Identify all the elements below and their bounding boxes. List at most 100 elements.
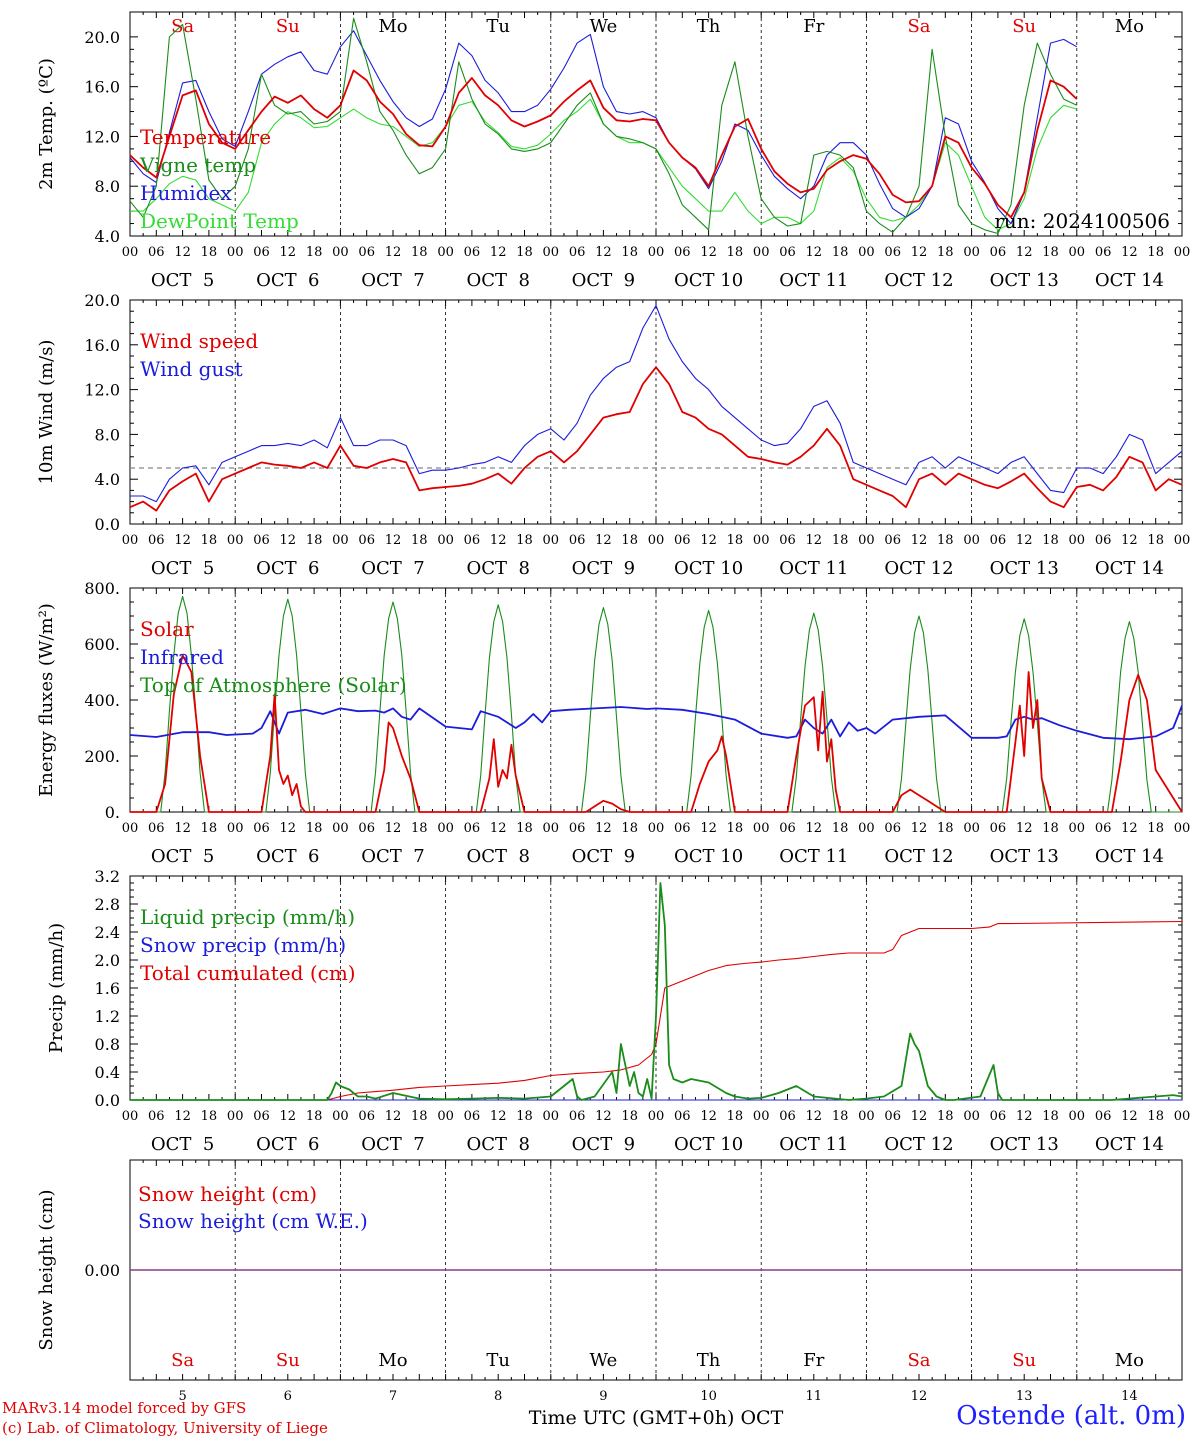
y-tick-label: 4.0 bbox=[95, 470, 120, 489]
x-hour-label: 06 bbox=[358, 821, 375, 836]
x-date-label: OCT 6 bbox=[256, 846, 319, 867]
x-hour-label: 00 bbox=[437, 1109, 454, 1124]
day-name-label: Fr bbox=[803, 16, 824, 37]
x-hour-label: 00 bbox=[332, 533, 349, 548]
x-hour-label: 06 bbox=[990, 821, 1007, 836]
x-hour-label: 12 bbox=[174, 533, 191, 548]
x-hour-label: 00 bbox=[753, 821, 770, 836]
x-hour-label: 18 bbox=[201, 533, 218, 548]
series-line-vigne-temp bbox=[129, 17, 1078, 235]
station-name: Ostende (alt. 0m) bbox=[956, 1401, 1186, 1431]
y-tick-label: 0. bbox=[105, 803, 120, 822]
x-hour-label: 06 bbox=[779, 1109, 796, 1124]
x-hour-label: 00 bbox=[963, 245, 980, 260]
run-annotation: run: 2024100506 bbox=[994, 209, 1170, 233]
x-hour-label: 06 bbox=[148, 1109, 165, 1124]
x-hour-label: 06 bbox=[358, 533, 375, 548]
day-number-label: 7 bbox=[389, 1389, 397, 1404]
y-axis-label: 2m Temp. (ºC) bbox=[36, 58, 57, 190]
x-hour-label: 12 bbox=[595, 533, 612, 548]
x-hour-label: 06 bbox=[990, 1109, 1007, 1124]
x-hour-label: 00 bbox=[437, 821, 454, 836]
x-hour-label: 06 bbox=[884, 821, 901, 836]
x-hour-label: 18 bbox=[1147, 533, 1164, 548]
x-date-label: OCT 9 bbox=[572, 270, 635, 291]
x-hour-label: 18 bbox=[516, 821, 533, 836]
y-tick-label: 8.0 bbox=[95, 425, 120, 444]
x-hour-label: 06 bbox=[358, 1109, 375, 1124]
day-number-label: 12 bbox=[911, 1389, 928, 1404]
x-hour-label: 00 bbox=[648, 1109, 665, 1124]
x-hour-label: 12 bbox=[1016, 533, 1033, 548]
x-hour-label: 06 bbox=[464, 821, 481, 836]
day-name-label: Mo bbox=[1115, 1350, 1144, 1371]
x-hour-label: 12 bbox=[385, 821, 402, 836]
x-hour-label: 12 bbox=[1016, 821, 1033, 836]
x-hour-label: 00 bbox=[648, 533, 665, 548]
x-hour-label: 00 bbox=[1174, 821, 1191, 836]
x-hour-label: 06 bbox=[884, 245, 901, 260]
y-axis-label: Snow height (cm) bbox=[36, 1189, 57, 1350]
x-date-label: OCT 13 bbox=[990, 270, 1059, 291]
x-hour-label: 12 bbox=[174, 1109, 191, 1124]
x-hour-label: 06 bbox=[253, 1109, 270, 1124]
x-hour-label: 06 bbox=[253, 245, 270, 260]
x-hour-label: 18 bbox=[306, 1109, 323, 1124]
x-hour-label: 00 bbox=[1069, 245, 1086, 260]
x-hour-label: 06 bbox=[464, 245, 481, 260]
x-date-label: OCT 9 bbox=[572, 1134, 635, 1155]
x-hour-label: 00 bbox=[963, 1109, 980, 1124]
y-tick-label: 20.0 bbox=[84, 28, 120, 47]
y-tick-label: 2.8 bbox=[95, 895, 120, 914]
legend-entry: Liquid precip (mm/h) bbox=[140, 905, 355, 929]
y-tick-label: 0.8 bbox=[95, 1035, 120, 1054]
x-hour-label: 12 bbox=[595, 245, 612, 260]
legend-entry: Total cumulated (cm) bbox=[140, 961, 356, 985]
x-hour-label: 00 bbox=[858, 821, 875, 836]
plot-frame bbox=[129, 11, 1183, 237]
x-hour-label: 00 bbox=[858, 245, 875, 260]
x-hour-label: 18 bbox=[937, 533, 954, 548]
x-hour-label: 00 bbox=[1174, 245, 1191, 260]
x-hour-label: 00 bbox=[648, 245, 665, 260]
x-hour-label: 12 bbox=[1016, 245, 1033, 260]
series-line-wind-speed bbox=[129, 366, 1183, 512]
x-hour-label: 06 bbox=[779, 821, 796, 836]
x-hour-label: 06 bbox=[253, 533, 270, 548]
x-date-label: OCT 14 bbox=[1095, 1134, 1164, 1155]
x-hour-label: 06 bbox=[674, 245, 691, 260]
day-name-label: Mo bbox=[378, 1350, 407, 1371]
x-date-label: OCT 11 bbox=[779, 558, 848, 579]
x-date-label: OCT 5 bbox=[151, 1134, 214, 1155]
y-tick-label: 800. bbox=[84, 579, 120, 598]
x-hour-label: 00 bbox=[753, 245, 770, 260]
day-number-label: 9 bbox=[599, 1389, 607, 1404]
x-date-label: OCT 7 bbox=[361, 558, 424, 579]
x-hour-label: 12 bbox=[280, 533, 297, 548]
day-name-label: Th bbox=[697, 16, 721, 37]
day-number-label: 5 bbox=[178, 1389, 186, 1404]
x-hour-label: 12 bbox=[174, 821, 191, 836]
legend-entry: Top of Atmosphere (Solar) bbox=[140, 673, 407, 697]
x-hour-label: 18 bbox=[306, 821, 323, 836]
day-number-label: 6 bbox=[284, 1389, 292, 1404]
y-tick-label: 12.0 bbox=[84, 127, 120, 146]
day-name-label: Tu bbox=[486, 16, 510, 37]
x-hour-label: 18 bbox=[1042, 245, 1059, 260]
x-hour-label: 18 bbox=[621, 533, 638, 548]
x-hour-label: 18 bbox=[832, 245, 849, 260]
x-date-label: OCT 12 bbox=[884, 270, 953, 291]
x-hour-label: 06 bbox=[569, 1109, 586, 1124]
x-hour-label: 18 bbox=[411, 533, 428, 548]
day-name-label: Su bbox=[276, 1350, 300, 1371]
x-hour-label: 18 bbox=[411, 821, 428, 836]
y-tick-label: 2.4 bbox=[95, 923, 120, 942]
x-hour-label: 00 bbox=[437, 533, 454, 548]
x-hour-label: 00 bbox=[753, 1109, 770, 1124]
day-name-label: Th bbox=[697, 1350, 721, 1371]
legend-entry: Infrared bbox=[140, 645, 224, 669]
x-hour-label: 06 bbox=[569, 245, 586, 260]
x-hour-label: 12 bbox=[595, 821, 612, 836]
x-date-label: OCT 9 bbox=[572, 846, 635, 867]
y-axis-label: 10m Wind (m/s) bbox=[36, 340, 57, 485]
